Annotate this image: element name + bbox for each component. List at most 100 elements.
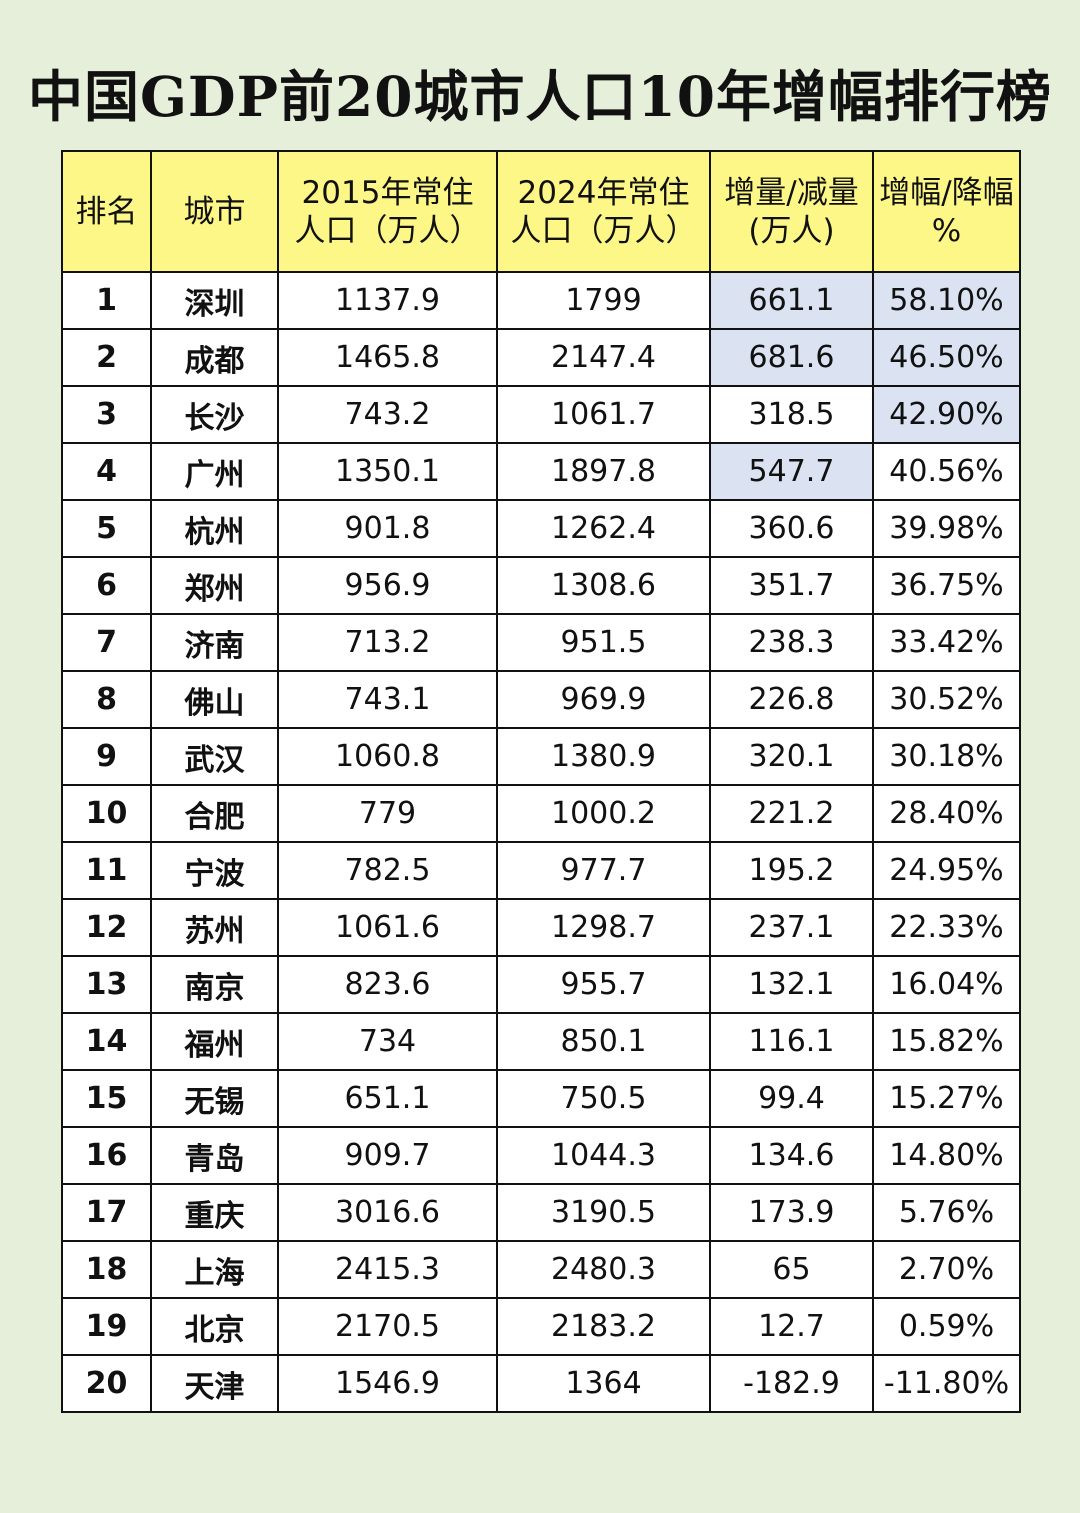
city-cell: 重庆 <box>150 1183 279 1242</box>
pop-2015-cell: 782.5 <box>277 841 498 900</box>
header-pct-line: 增幅/降幅 <box>879 174 1014 211</box>
change-cell: 226.8 <box>709 670 874 729</box>
city-cell: 深圳 <box>150 271 279 330</box>
change-cell: 681.6 <box>709 328 874 387</box>
table-row: 17 重庆 3016.6 3190.5 173.9 5.76% <box>61 1183 1021 1242</box>
pct-cell: 15.27% <box>872 1069 1021 1128</box>
pop-2015-cell: 2415.3 <box>277 1240 498 1299</box>
change-cell: 221.2 <box>709 784 874 843</box>
pct-cell: 33.42% <box>872 613 1021 672</box>
header-rank-line: 排名 <box>75 193 138 230</box>
table-row: 15 无锡 651.1 750.5 99.4 15.27% <box>61 1069 1021 1128</box>
rank-cell: 12 <box>61 898 152 957</box>
table-row: 10 合肥 779 1000.2 221.2 28.40% <box>61 784 1021 843</box>
pop-2024-cell: 750.5 <box>496 1069 711 1128</box>
pop-2015-cell: 1137.9 <box>277 271 498 330</box>
pct-cell: 16.04% <box>872 955 1021 1014</box>
pop-2024-cell: 1897.8 <box>496 442 711 501</box>
pop-2024-cell: 1262.4 <box>496 499 711 558</box>
header-pct: 增幅/降幅% <box>872 150 1021 273</box>
pop-2024-cell: 1298.7 <box>496 898 711 957</box>
pop-2024-cell: 1000.2 <box>496 784 711 843</box>
table-row: 2 成都 1465.8 2147.4 681.6 46.50% <box>61 328 1021 387</box>
city-cell: 武汉 <box>150 727 279 786</box>
pop-2024-cell: 969.9 <box>496 670 711 729</box>
city-cell: 郑州 <box>150 556 279 615</box>
city-cell: 苏州 <box>150 898 279 957</box>
city-cell: 南京 <box>150 955 279 1014</box>
table-row: 3 长沙 743.2 1061.7 318.5 42.90% <box>61 385 1021 444</box>
rank-cell: 19 <box>61 1297 152 1356</box>
city-cell: 宁波 <box>150 841 279 900</box>
pop-2015-cell: 713.2 <box>277 613 498 672</box>
pct-cell: 28.40% <box>872 784 1021 843</box>
table-row: 12 苏州 1061.6 1298.7 237.1 22.33% <box>61 898 1021 957</box>
pop-2024-cell: 1308.6 <box>496 556 711 615</box>
pop-2015-cell: 734 <box>277 1012 498 1071</box>
pct-cell: 58.10% <box>872 271 1021 330</box>
header-change: 增量/减量 (万人) <box>709 150 874 273</box>
rank-cell: 2 <box>61 328 152 387</box>
table-row: 6 郑州 956.9 1308.6 351.7 36.75% <box>61 556 1021 615</box>
rank-cell: 8 <box>61 670 152 729</box>
table-row: 16 青岛 909.7 1044.3 134.6 14.80% <box>61 1126 1021 1185</box>
rank-cell: 4 <box>61 442 152 501</box>
change-cell: -182.9 <box>709 1354 874 1413</box>
header-pop-2024-line: 人口（万人） <box>510 212 697 249</box>
rank-cell: 13 <box>61 955 152 1014</box>
table-row: 19 北京 2170.5 2183.2 12.7 0.59% <box>61 1297 1021 1356</box>
pop-2015-cell: 901.8 <box>277 499 498 558</box>
change-cell: 318.5 <box>709 385 874 444</box>
change-cell: 320.1 <box>709 727 874 786</box>
pop-2024-cell: 1799 <box>496 271 711 330</box>
pct-cell: 2.70% <box>872 1240 1021 1299</box>
pct-cell: 30.52% <box>872 670 1021 729</box>
change-cell: 173.9 <box>709 1183 874 1242</box>
pop-2015-cell: 1465.8 <box>277 328 498 387</box>
pct-cell: 24.95% <box>872 841 1021 900</box>
city-cell: 合肥 <box>150 784 279 843</box>
change-cell: 12.7 <box>709 1297 874 1356</box>
change-cell: 99.4 <box>709 1069 874 1128</box>
rank-cell: 1 <box>61 271 152 330</box>
city-cell: 成都 <box>150 328 279 387</box>
table-row: 18 上海 2415.3 2480.3 65 2.70% <box>61 1240 1021 1299</box>
pct-cell: 14.80% <box>872 1126 1021 1185</box>
table-body: 1 深圳 1137.9 1799 661.1 58.10% 2 成都 1465.8 2147.4 6… <box>61 271 1021 1413</box>
header-pop-2024-line: 2024年常住 <box>517 174 690 211</box>
table-row: 20 天津 1546.9 1364 -182.9 -11.80% <box>61 1354 1021 1413</box>
pop-2024-cell: 1044.3 <box>496 1126 711 1185</box>
pop-2024-cell: 2480.3 <box>496 1240 711 1299</box>
change-cell: 238.3 <box>709 613 874 672</box>
change-cell: 237.1 <box>709 898 874 957</box>
rank-cell: 20 <box>61 1354 152 1413</box>
pop-2015-cell: 909.7 <box>277 1126 498 1185</box>
table-row: 13 南京 823.6 955.7 132.1 16.04% <box>61 955 1021 1014</box>
header-city: 城市 <box>150 150 279 273</box>
rank-cell: 17 <box>61 1183 152 1242</box>
pop-2024-cell: 1061.7 <box>496 385 711 444</box>
table-row: 7 济南 713.2 951.5 238.3 33.42% <box>61 613 1021 672</box>
change-cell: 661.1 <box>709 271 874 330</box>
header-change-line: 增量/减量 <box>724 174 859 211</box>
table-row: 9 武汉 1060.8 1380.9 320.1 30.18% <box>61 727 1021 786</box>
rank-cell: 14 <box>61 1012 152 1071</box>
city-cell: 佛山 <box>150 670 279 729</box>
city-cell: 长沙 <box>150 385 279 444</box>
rank-cell: 7 <box>61 613 152 672</box>
pct-cell: 39.98% <box>872 499 1021 558</box>
change-cell: 360.6 <box>709 499 874 558</box>
header-pop-2024: 2024年常住 人口（万人） <box>496 150 711 273</box>
city-cell: 杭州 <box>150 499 279 558</box>
rank-cell: 9 <box>61 727 152 786</box>
city-cell: 北京 <box>150 1297 279 1356</box>
change-cell: 116.1 <box>709 1012 874 1071</box>
header-row: 排名 城市 2015年常住 人口（万人） 2024年常住 人口（万人） 增量/减量 (万人) 增… <box>61 150 1021 273</box>
city-cell: 天津 <box>150 1354 279 1413</box>
city-cell: 福州 <box>150 1012 279 1071</box>
pct-cell: 30.18% <box>872 727 1021 786</box>
ranking-table: 排名 城市 2015年常住 人口（万人） 2024年常住 人口（万人） 增量/减量 (万人) 增… <box>61 150 1021 1413</box>
pop-2024-cell: 850.1 <box>496 1012 711 1071</box>
pop-2015-cell: 779 <box>277 784 498 843</box>
pop-2024-cell: 977.7 <box>496 841 711 900</box>
